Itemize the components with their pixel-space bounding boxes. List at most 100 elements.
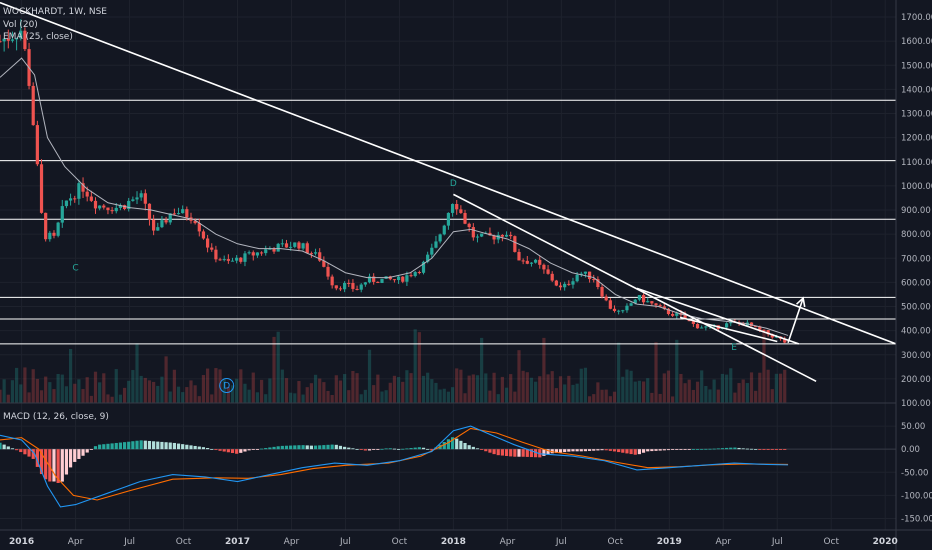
macd-histogram-bar (563, 449, 567, 453)
macd-histogram-bar (214, 449, 218, 451)
volume-bar (600, 389, 604, 403)
volume-bar (695, 381, 700, 403)
price-tick-label: 200.00 (901, 375, 931, 385)
macd-histogram-bar (44, 449, 48, 480)
candle-body (367, 276, 372, 283)
candle-body (293, 242, 297, 247)
time-axis[interactable]: 2016 Apr Jul Oct 2017 Apr Jul Oct 2018 Apr Jul Oct 2… (9, 537, 898, 547)
volume-bar (679, 373, 683, 403)
candle-body (176, 213, 181, 215)
volume-bar (284, 378, 289, 403)
macd-histogram-bar (612, 449, 617, 452)
macd-histogram-bar (363, 449, 367, 451)
candle-body (10, 39, 15, 41)
macd-histogram-bar (289, 445, 293, 450)
macd-histogram-bar (164, 442, 168, 450)
volume-bar (68, 348, 73, 403)
volume-bar (106, 394, 110, 403)
macd-histogram-bar (255, 449, 260, 450)
candle-body (122, 205, 127, 210)
macd-histogram-bar (264, 448, 268, 450)
candle-body (633, 299, 637, 304)
macd-histogram-bar (745, 448, 749, 450)
volume-bar (401, 381, 405, 403)
volume-bar (388, 382, 392, 403)
volume-bar (210, 394, 214, 403)
candle-body (143, 193, 147, 204)
candle-body (641, 295, 646, 303)
macd-histogram-bar (52, 449, 56, 482)
macd-axis[interactable]: 100.00 50.00 0.00 -50.00 -100.00 -150.00 (901, 399, 932, 524)
volume-bar (704, 385, 708, 403)
volume-bar (716, 389, 720, 403)
price-tick-label: 900.00 (901, 206, 931, 216)
candle-body (583, 271, 588, 274)
macd-histogram-bar (19, 449, 23, 453)
macd-histogram-bar (181, 444, 185, 450)
volume-bar (538, 376, 542, 403)
macd-histogram-bar (641, 449, 646, 453)
macd-histogram-bar (774, 449, 779, 450)
trendline (453, 193, 817, 383)
macd-histogram-bar (185, 444, 189, 450)
annotation-label: D (223, 382, 230, 392)
candle-body (359, 284, 363, 290)
macd-histogram-bar (480, 449, 484, 450)
macd-histogram-bar (621, 449, 625, 453)
volume-bar (774, 373, 779, 403)
candle-body (193, 220, 197, 224)
candle-body (56, 222, 60, 236)
macd-histogram-bar (31, 449, 35, 459)
macd-histogram-bar (118, 442, 123, 450)
candle-body (98, 205, 102, 209)
macd-histogram-bar (102, 444, 106, 450)
candle-body (563, 283, 567, 288)
volume-bar (650, 392, 654, 403)
volume-bar (147, 380, 152, 403)
macd-histogram-bar (60, 449, 64, 482)
volume-bar (654, 342, 658, 403)
candle-body (509, 234, 513, 237)
candle-body (235, 257, 239, 261)
candle-body (671, 314, 675, 316)
volume-bar (89, 395, 93, 403)
volume-bar (152, 381, 156, 403)
volume-bar (64, 386, 69, 403)
candle-body (504, 234, 509, 237)
candle-body (301, 243, 305, 249)
trendline (636, 287, 800, 345)
price-tick-label: 800.00 (901, 230, 931, 240)
volume-bar (720, 373, 725, 403)
candle-body (318, 252, 322, 261)
volume-bar (52, 389, 56, 403)
macd-histogram-bar (330, 444, 334, 450)
price-tick-label: 400.00 (901, 327, 931, 337)
volume-bar (766, 369, 770, 403)
macd-histogram-bar (160, 441, 164, 450)
macd-histogram-bar (189, 445, 193, 450)
candle-body (637, 295, 642, 300)
trendlines (0, 1, 897, 383)
macd-histogram-bar (496, 449, 500, 456)
volume-bar (392, 375, 397, 403)
candle-body (666, 308, 671, 315)
macd-histogram-bar (334, 444, 338, 450)
volume-bars (0, 329, 787, 403)
candle-body (558, 285, 563, 288)
candle-body (35, 125, 39, 165)
volume-bar (102, 373, 106, 403)
time-tick-label: Oct (823, 537, 839, 547)
candle-body (338, 288, 343, 290)
volume-bar (409, 373, 413, 403)
price-axis[interactable]: 1700.00 1600.00 1500.00 1400.00 1300.00 1200.… (901, 13, 932, 385)
candle-body (81, 183, 85, 192)
volume-bar (160, 376, 164, 403)
macd-histogram-bar (81, 449, 85, 456)
macd-histogram-bar (592, 449, 596, 451)
macd-histogram-bar (197, 446, 201, 450)
candle-body (110, 210, 114, 212)
macd-histogram-bar (708, 448, 712, 450)
macd-histogram-bar (421, 447, 426, 450)
candle-body (326, 266, 330, 277)
